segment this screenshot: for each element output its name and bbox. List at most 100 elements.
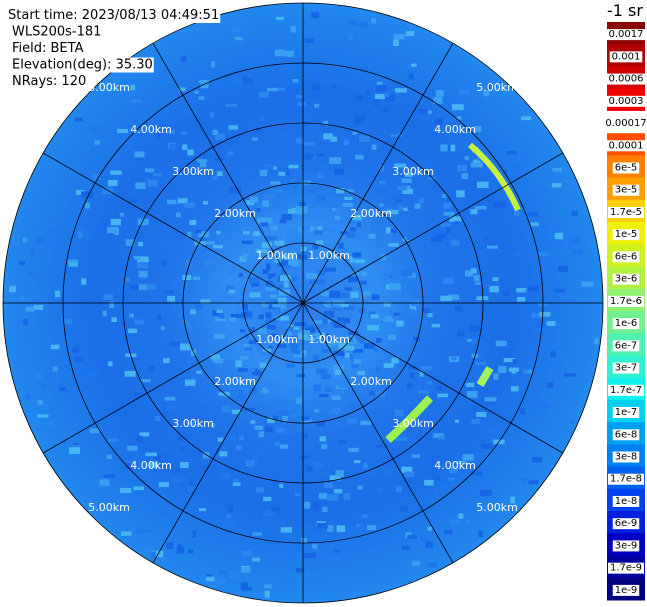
texture-cell — [129, 313, 135, 318]
texture-cell — [376, 81, 383, 86]
texture-cell — [300, 246, 307, 253]
texture-cell — [506, 151, 517, 155]
texture-cell — [448, 294, 460, 300]
texture-cell — [199, 162, 207, 168]
texture-cell — [306, 466, 313, 472]
texture-cell — [404, 173, 413, 177]
texture-cell — [185, 260, 193, 267]
texture-cell — [465, 519, 471, 526]
texture-cell — [200, 82, 209, 89]
texture-cell — [355, 316, 365, 323]
texture-cell — [110, 218, 121, 226]
colorbar-label-bg — [606, 73, 646, 85]
texture-cell — [441, 194, 447, 198]
texture-cell — [103, 474, 116, 478]
texture-cell — [419, 198, 424, 204]
texture-cell — [354, 208, 363, 214]
texture-cell — [359, 135, 370, 142]
texture-cell — [288, 336, 299, 340]
texture-cell — [23, 319, 28, 326]
colorbar-label: 3e-9 — [615, 540, 638, 551]
texture-cell — [265, 286, 276, 291]
texture-cell — [344, 139, 349, 146]
texture-cell — [33, 304, 44, 310]
colorbar-label: 3e-6 — [615, 274, 638, 285]
texture-cell — [434, 477, 441, 481]
azimuth-line — [152, 302, 304, 564]
texture-cell — [293, 324, 300, 331]
texture-cell — [396, 185, 408, 191]
colorbar-label: 6e-7 — [615, 340, 638, 351]
texture-cell — [253, 456, 259, 464]
texture-cell — [212, 129, 219, 135]
texture-cell — [229, 186, 241, 194]
texture-cell — [317, 226, 323, 230]
texture-cell — [368, 233, 376, 239]
texture-cell — [206, 573, 213, 578]
texture-cell — [370, 379, 379, 384]
texture-cell — [378, 436, 387, 441]
texture-cell — [487, 83, 493, 90]
texture-cell — [380, 108, 388, 113]
texture-cell — [244, 347, 253, 351]
texture-cell — [239, 329, 246, 333]
texture-cell — [71, 347, 79, 354]
texture-cell — [19, 296, 26, 301]
texture-cell — [180, 462, 189, 469]
texture-cell — [361, 271, 367, 277]
texture-cell — [301, 418, 312, 424]
texture-cell — [264, 166, 274, 170]
texture-cell — [198, 398, 206, 404]
texture-cell — [409, 304, 417, 311]
texture-cell — [352, 349, 364, 355]
texture-cell — [304, 337, 316, 341]
texture-cell — [128, 328, 138, 334]
texture-cell — [198, 79, 210, 84]
colorbar-label: 1.7e-9 — [610, 563, 642, 574]
texture-cell — [222, 292, 228, 299]
texture-cell — [270, 225, 278, 231]
texture-cell — [254, 425, 264, 430]
texture-cell — [380, 275, 390, 282]
colorbar-label: 3e-5 — [615, 185, 638, 196]
texture-cell — [64, 319, 73, 324]
texture-cell — [243, 78, 254, 85]
texture-cell — [352, 252, 361, 258]
texture-cell — [252, 557, 261, 562]
texture-cell — [134, 392, 141, 398]
texture-cell — [167, 295, 176, 302]
texture-cell — [271, 312, 283, 319]
texture-cell — [412, 336, 421, 342]
texture-cell — [225, 103, 238, 108]
texture-cell — [447, 477, 455, 481]
texture-cell — [334, 215, 341, 220]
texture-cell — [301, 537, 308, 544]
texture-cell — [321, 472, 329, 477]
texture-cell — [225, 520, 237, 528]
texture-cell — [383, 302, 391, 307]
colorbar-label: 6e-6 — [615, 251, 638, 262]
texture-cell — [512, 359, 517, 364]
colorbar-label: 1e-5 — [615, 229, 638, 240]
colorbar-label: 1.7e-7 — [610, 385, 642, 396]
texture-cell — [267, 417, 275, 424]
texture-cell — [449, 519, 461, 526]
texture-cell — [293, 352, 305, 358]
texture-cell — [356, 222, 362, 228]
texture-cell — [387, 334, 396, 340]
texture-cell — [213, 245, 223, 249]
texture-cell — [420, 365, 433, 371]
texture-cell — [350, 291, 359, 299]
texture-cell — [394, 88, 407, 93]
texture-cell — [187, 422, 195, 428]
texture-cell — [288, 164, 299, 169]
texture-cell — [35, 238, 45, 245]
texture-cell — [353, 460, 361, 464]
texture-cell — [384, 469, 389, 475]
colorbar-label-bg — [612, 429, 640, 441]
colorbar-label-bg — [612, 251, 640, 263]
texture-cell — [165, 242, 170, 247]
texture-cell — [309, 279, 320, 285]
texture-cell — [144, 178, 150, 183]
colorbar-label: 3e-8 — [615, 452, 638, 463]
